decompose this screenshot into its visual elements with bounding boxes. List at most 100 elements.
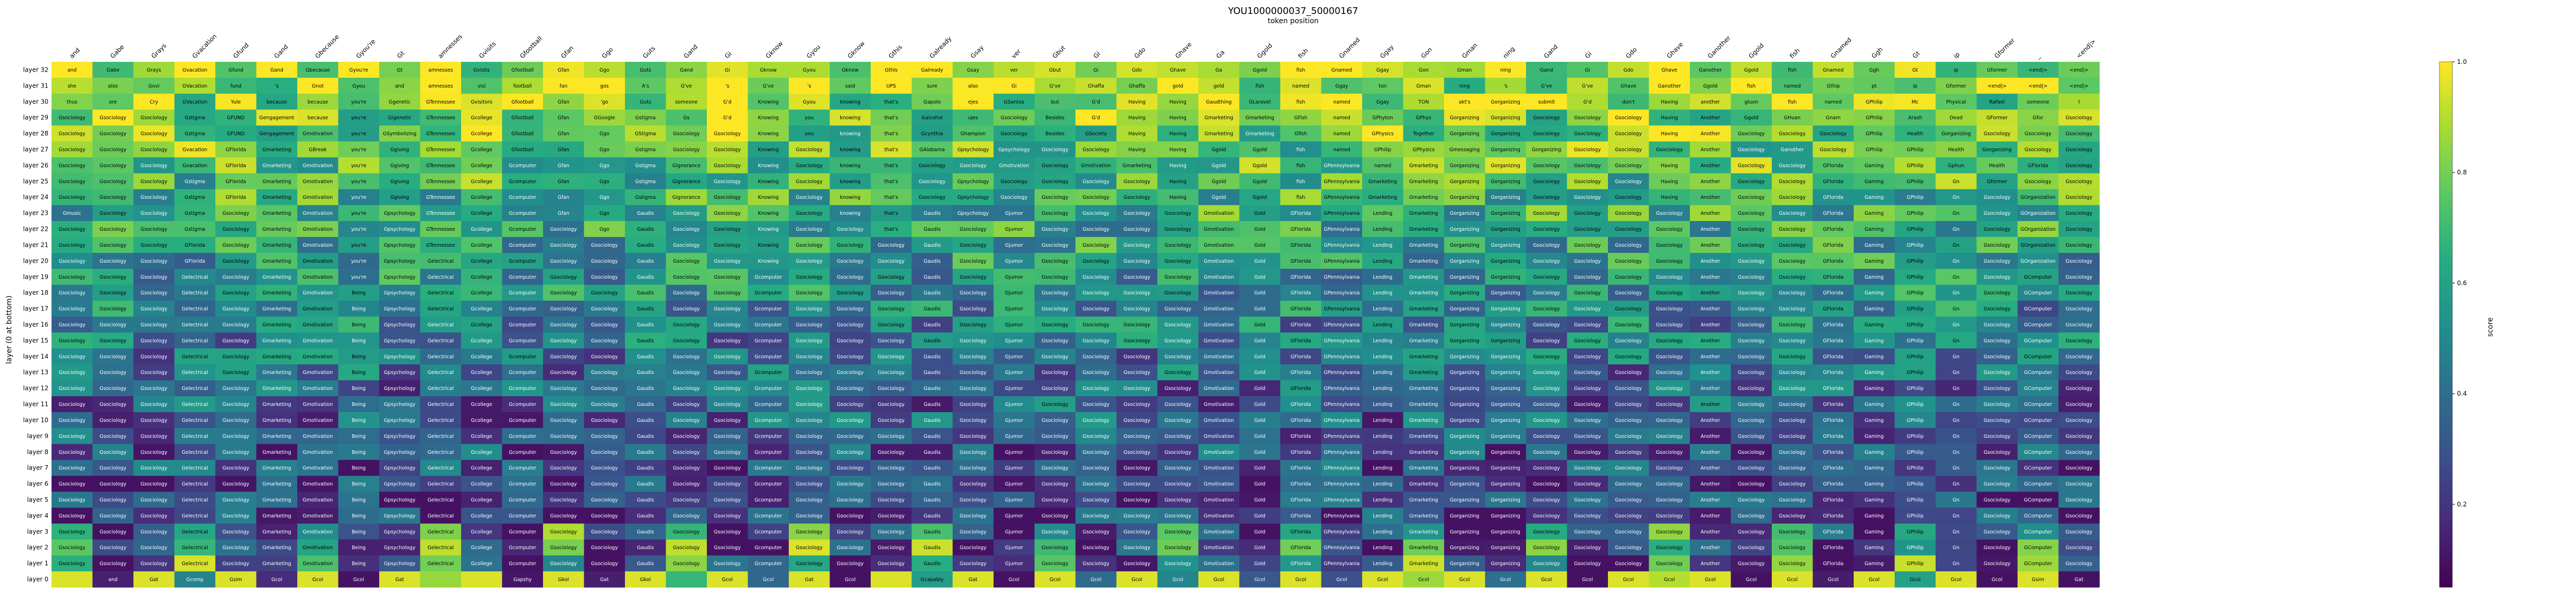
cell-label: Gorganizing xyxy=(1450,402,1479,407)
cell-label: Gaming xyxy=(1865,322,1884,328)
cell-label: Gcollege xyxy=(471,322,493,328)
heatmap-cell xyxy=(953,396,994,413)
heatmap-cell xyxy=(829,173,871,190)
heatmap-cell xyxy=(1403,316,1445,333)
heatmap-cell xyxy=(92,93,134,110)
heatmap-cell xyxy=(420,507,462,524)
heatmap-cell xyxy=(420,141,462,158)
cell-label: Gsociology xyxy=(1533,243,1560,248)
heatmap-cell xyxy=(584,507,625,524)
heatmap-cell xyxy=(1567,300,1608,317)
heatmap-cell xyxy=(1198,316,1240,333)
cell-label: Gsociology xyxy=(1164,434,1191,439)
cell-label: Having xyxy=(1170,163,1187,168)
heatmap-cell xyxy=(911,412,953,429)
cell-label: GComputer xyxy=(2024,402,2052,407)
heatmap-cell xyxy=(1280,62,1321,78)
heatmap-cell xyxy=(461,571,502,588)
cell-label: Gmarketing xyxy=(262,434,291,439)
cell-label: GComputer xyxy=(2024,434,2052,439)
heatmap-cell xyxy=(338,316,380,333)
heatmap-cell xyxy=(174,77,216,94)
cell-label: Gsociology xyxy=(591,243,618,248)
cell-label: Gcol xyxy=(353,577,364,583)
heatmap-cell xyxy=(1649,77,1690,94)
heatmap-cell xyxy=(829,109,871,126)
heatmap-cell xyxy=(379,412,420,429)
heatmap-cell xyxy=(297,93,338,110)
cell-label: Gmarketing xyxy=(262,545,291,551)
heatmap-cell xyxy=(256,252,298,269)
cell-label: Gsociology xyxy=(1164,513,1191,519)
cell-label: Gsociology xyxy=(2065,529,2092,535)
cell-label: Another xyxy=(1701,163,1720,168)
heatmap-cell xyxy=(748,109,789,126)
heatmap-cell xyxy=(1116,284,1158,301)
heatmap-cell xyxy=(297,316,338,333)
cell-label: Knowing xyxy=(758,115,779,121)
cell-label: Another xyxy=(1701,513,1720,519)
cell-label: Gfootball xyxy=(512,131,534,137)
x-tick-label: Gfund xyxy=(232,42,250,60)
heatmap-cell xyxy=(1035,380,1076,397)
cell-label: Gsociology xyxy=(550,513,577,519)
cell-label: 's xyxy=(725,83,730,89)
cell-label: Gsociology xyxy=(99,131,126,137)
cell-label: Gpsychology xyxy=(384,370,416,376)
cell-label: Another xyxy=(1701,370,1720,376)
cell-label: Gcol xyxy=(1951,577,1961,583)
cell-label: Gsociology xyxy=(223,386,249,392)
heatmap-cell xyxy=(1157,444,1199,461)
cell-label: someone xyxy=(675,99,698,105)
heatmap-cell xyxy=(1690,332,1731,349)
heatmap-cell xyxy=(1239,348,1281,365)
cell-label: Gorganizing xyxy=(1491,402,1520,407)
x-tick-label: Gfootball xyxy=(518,35,543,60)
heatmap-cell xyxy=(1362,237,1403,253)
cell-label: GPhysics xyxy=(1372,131,1394,137)
heatmap-cell xyxy=(461,491,502,508)
cell-label: Gsociology xyxy=(591,291,618,296)
heatmap-cell xyxy=(911,141,953,158)
cell-label: GAlabama xyxy=(920,147,945,153)
cell-label: you're xyxy=(351,195,366,200)
cell-label: Gsociology xyxy=(1984,370,2010,376)
cell-label: Gaudis xyxy=(924,243,941,248)
heatmap-cell xyxy=(543,237,584,253)
cell-label: Gcomputer xyxy=(509,338,536,344)
cell-label: Gsociology xyxy=(1042,466,1069,471)
cell-label: GPhilip xyxy=(1907,163,1924,168)
cell-label: GComputer xyxy=(2024,338,2052,344)
cell-label: said xyxy=(845,83,855,89)
heatmap-cell xyxy=(1198,348,1240,365)
heatmap-cell xyxy=(1035,125,1076,142)
heatmap-cell xyxy=(1567,364,1608,381)
cell-label: Ggo xyxy=(600,67,609,73)
cell-label: Gelectrical xyxy=(182,370,208,376)
heatmap-cell xyxy=(1035,157,1076,174)
heatmap-cell xyxy=(133,396,175,413)
heatmap-cell xyxy=(1075,205,1117,222)
heatmap-cell xyxy=(297,221,338,237)
heatmap-cell xyxy=(1936,141,1977,158)
heatmap-cell xyxy=(2058,380,2100,397)
heatmap-cell xyxy=(1280,141,1321,158)
cell-label: Gmotivation xyxy=(303,466,333,471)
heatmap-cell xyxy=(543,380,584,397)
cell-label: Gcomputer xyxy=(509,211,536,216)
cell-label: Gn xyxy=(1953,322,1959,328)
cell-label: Gsociology xyxy=(1082,243,1109,248)
heatmap-cell xyxy=(666,77,707,94)
heatmap-cell xyxy=(1649,237,1690,253)
cell-label: that's xyxy=(884,179,898,184)
cell-label: Gsociology xyxy=(1984,322,2010,328)
heatmap-cell xyxy=(1854,157,1895,174)
heatmap-cell xyxy=(543,268,584,285)
cell-label: Another xyxy=(1701,529,1720,535)
heatmap-cell xyxy=(379,237,420,253)
heatmap-cell xyxy=(297,62,338,78)
cell-label: Gaming xyxy=(1865,434,1884,439)
heatmap-cell xyxy=(1362,268,1403,285)
heatmap-cell xyxy=(871,252,912,269)
cell-label: Gsociology xyxy=(223,370,249,376)
